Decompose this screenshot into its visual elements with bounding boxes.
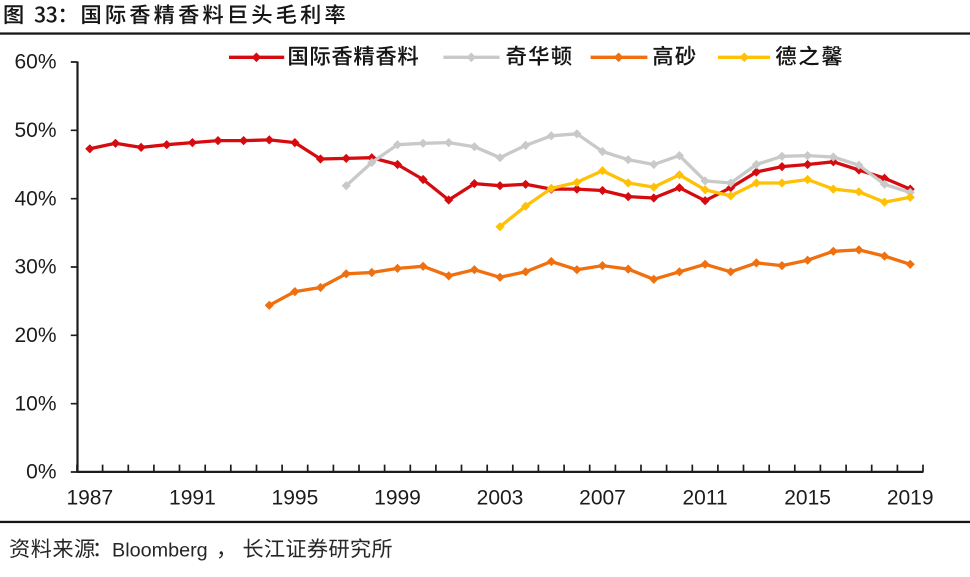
svg-text:60%: 60% bbox=[14, 51, 56, 74]
svg-text:20%: 20% bbox=[14, 324, 56, 347]
svg-text:2019: 2019 bbox=[887, 487, 934, 510]
svg-text:1995: 1995 bbox=[272, 487, 319, 510]
svg-text:10%: 10% bbox=[14, 392, 56, 415]
svg-text:1991: 1991 bbox=[169, 487, 216, 510]
svg-text:2011: 2011 bbox=[683, 487, 728, 510]
svg-text:1999: 1999 bbox=[374, 487, 421, 510]
svg-text:30%: 30% bbox=[14, 256, 56, 279]
svg-text:2015: 2015 bbox=[784, 487, 831, 510]
svg-text:50%: 50% bbox=[14, 119, 56, 142]
svg-text:2007: 2007 bbox=[579, 487, 626, 510]
svg-text:2003: 2003 bbox=[477, 487, 524, 510]
svg-text:1987: 1987 bbox=[66, 487, 113, 510]
svg-text:0%: 0% bbox=[26, 461, 56, 484]
svg-text:40%: 40% bbox=[14, 187, 56, 210]
svg-text:Bloomberg: Bloomberg bbox=[112, 540, 208, 562]
